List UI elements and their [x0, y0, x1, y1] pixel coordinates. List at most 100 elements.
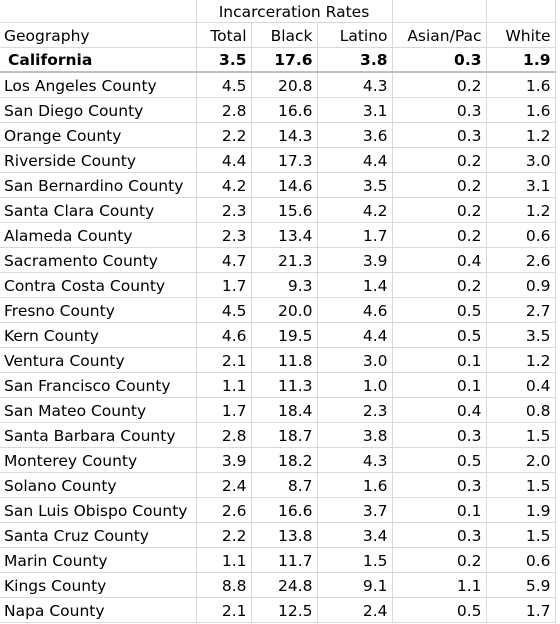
column-header-latino[interactable]: Latino [317, 22, 393, 48]
county-white-cell[interactable]: 3.5 [486, 322, 556, 348]
county-black-cell[interactable]: 9.3 [251, 272, 318, 298]
county-total-cell[interactable]: 2.2 [196, 522, 252, 548]
county-asian-pac-cell[interactable]: 0.3 [392, 522, 487, 548]
county-black-cell[interactable]: 11.3 [251, 372, 318, 398]
county-white-cell[interactable]: 2.6 [486, 247, 556, 273]
county-white-cell[interactable]: 1.6 [486, 97, 556, 123]
county-asian-pac-cell[interactable]: 0.5 [392, 322, 487, 348]
county-black-cell[interactable]: 16.6 [251, 97, 318, 123]
county-latino-cell[interactable]: 1.0 [317, 372, 393, 398]
column-header-asian-pac[interactable]: Asian/Pac [392, 22, 487, 48]
county-latino-cell[interactable]: 9.1 [317, 572, 393, 598]
county-asian-pac-cell[interactable]: 0.2 [392, 147, 487, 173]
county-asian-pac-cell[interactable]: 0.3 [392, 97, 487, 123]
state-white-cell[interactable]: 1.9 [486, 47, 556, 73]
county-asian-pac-cell[interactable]: 1.1 [392, 572, 487, 598]
county-latino-cell[interactable]: 1.6 [317, 472, 393, 498]
county-total-cell[interactable]: 1.7 [196, 397, 252, 423]
county-black-cell[interactable]: 18.7 [251, 422, 318, 448]
county-total-cell[interactable]: 1.7 [196, 272, 252, 298]
county-white-cell[interactable]: 1.7 [486, 597, 556, 623]
county-name-cell[interactable]: Kern County [0, 322, 197, 348]
group-header-incarceration-rates[interactable]: Incarceration Rates [196, 0, 393, 23]
county-white-cell[interactable]: 1.5 [486, 422, 556, 448]
county-asian-pac-cell[interactable]: 0.2 [392, 172, 487, 198]
county-white-cell[interactable]: 2.0 [486, 447, 556, 473]
county-asian-pac-cell[interactable]: 0.1 [392, 497, 487, 523]
state-total-cell[interactable]: 3.5 [196, 47, 252, 73]
county-white-cell[interactable]: 3.1 [486, 172, 556, 198]
county-name-cell[interactable]: San Luis Obispo County [0, 497, 197, 523]
county-name-cell[interactable]: Ventura County [0, 347, 197, 373]
county-total-cell[interactable]: 1.1 [196, 547, 252, 573]
county-latino-cell[interactable]: 3.0 [317, 347, 393, 373]
county-latino-cell[interactable]: 4.4 [317, 322, 393, 348]
county-black-cell[interactable]: 20.8 [251, 72, 318, 98]
county-black-cell[interactable]: 17.3 [251, 147, 318, 173]
county-white-cell[interactable]: 1.9 [486, 497, 556, 523]
county-latino-cell[interactable]: 3.7 [317, 497, 393, 523]
county-total-cell[interactable]: 2.1 [196, 597, 252, 623]
county-asian-pac-cell[interactable]: 0.2 [392, 547, 487, 573]
county-black-cell[interactable]: 14.3 [251, 122, 318, 148]
column-header-total[interactable]: Total [196, 22, 252, 48]
county-total-cell[interactable]: 4.5 [196, 72, 252, 98]
county-latino-cell[interactable]: 3.5 [317, 172, 393, 198]
county-name-cell[interactable]: Orange County [0, 122, 197, 148]
county-name-cell[interactable]: Santa Barbara County [0, 422, 197, 448]
county-total-cell[interactable]: 2.8 [196, 97, 252, 123]
county-latino-cell[interactable]: 4.4 [317, 147, 393, 173]
county-name-cell[interactable]: Monterey County [0, 447, 197, 473]
county-latino-cell[interactable]: 1.4 [317, 272, 393, 298]
state-latino-cell[interactable]: 3.8 [317, 47, 393, 73]
county-total-cell[interactable]: 2.3 [196, 222, 252, 248]
county-asian-pac-cell[interactable]: 0.5 [392, 597, 487, 623]
county-total-cell[interactable]: 4.7 [196, 247, 252, 273]
county-total-cell[interactable]: 2.6 [196, 497, 252, 523]
county-latino-cell[interactable]: 2.3 [317, 397, 393, 423]
county-name-cell[interactable]: Kings County [0, 572, 197, 598]
county-total-cell[interactable]: 1.1 [196, 372, 252, 398]
county-white-cell[interactable]: 0.4 [486, 372, 556, 398]
county-black-cell[interactable]: 13.4 [251, 222, 318, 248]
county-asian-pac-cell[interactable]: 0.4 [392, 247, 487, 273]
county-latino-cell[interactable]: 1.5 [317, 547, 393, 573]
county-latino-cell[interactable]: 3.8 [317, 422, 393, 448]
county-name-cell[interactable]: San Bernardino County [0, 172, 197, 198]
county-latino-cell[interactable]: 3.1 [317, 97, 393, 123]
column-header-geography[interactable]: Geography [0, 22, 197, 48]
state-name-cell[interactable]: California [0, 47, 197, 73]
county-black-cell[interactable]: 8.7 [251, 472, 318, 498]
county-total-cell[interactable]: 4.5 [196, 297, 252, 323]
county-total-cell[interactable]: 4.4 [196, 147, 252, 173]
county-total-cell[interactable]: 2.3 [196, 197, 252, 223]
county-total-cell[interactable]: 2.1 [196, 347, 252, 373]
county-asian-pac-cell[interactable]: 0.4 [392, 397, 487, 423]
county-name-cell[interactable]: Solano County [0, 472, 197, 498]
county-latino-cell[interactable]: 4.6 [317, 297, 393, 323]
county-latino-cell[interactable]: 4.3 [317, 72, 393, 98]
county-black-cell[interactable]: 16.6 [251, 497, 318, 523]
county-black-cell[interactable]: 21.3 [251, 247, 318, 273]
county-total-cell[interactable]: 2.4 [196, 472, 252, 498]
county-latino-cell[interactable]: 1.7 [317, 222, 393, 248]
county-white-cell[interactable]: 3.0 [486, 147, 556, 173]
county-name-cell[interactable]: San Mateo County [0, 397, 197, 423]
county-asian-pac-cell[interactable]: 0.5 [392, 447, 487, 473]
county-asian-pac-cell[interactable]: 0.2 [392, 272, 487, 298]
county-black-cell[interactable]: 11.7 [251, 547, 318, 573]
county-white-cell[interactable]: 1.5 [486, 472, 556, 498]
county-black-cell[interactable]: 19.5 [251, 322, 318, 348]
county-asian-pac-cell[interactable]: 0.5 [392, 297, 487, 323]
county-asian-pac-cell[interactable]: 0.1 [392, 347, 487, 373]
county-asian-pac-cell[interactable]: 0.3 [392, 122, 487, 148]
county-black-cell[interactable]: 11.8 [251, 347, 318, 373]
county-name-cell[interactable]: Alameda County [0, 222, 197, 248]
county-white-cell[interactable]: 0.6 [486, 222, 556, 248]
county-name-cell[interactable]: Los Angeles County [0, 72, 197, 98]
county-total-cell[interactable]: 4.2 [196, 172, 252, 198]
county-white-cell[interactable]: 0.8 [486, 397, 556, 423]
county-asian-pac-cell[interactable]: 0.2 [392, 72, 487, 98]
county-name-cell[interactable]: Contra Costa County [0, 272, 197, 298]
state-black-cell[interactable]: 17.6 [251, 47, 318, 73]
